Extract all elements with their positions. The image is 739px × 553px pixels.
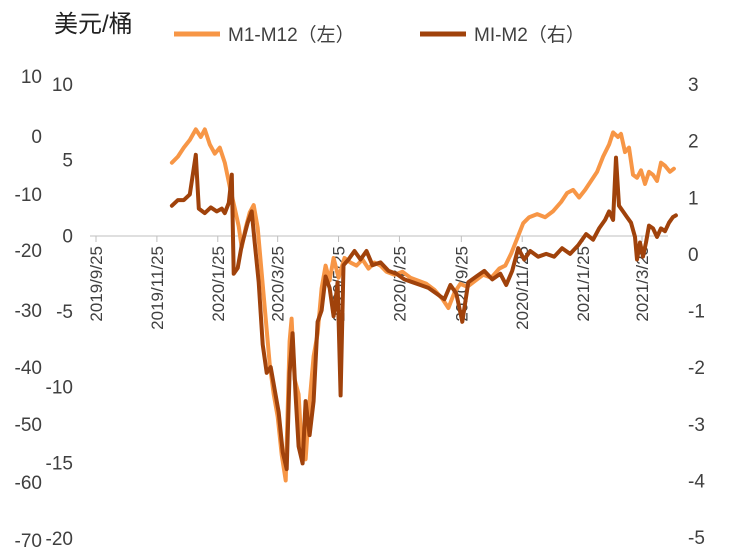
- right-tick-label: -5: [688, 528, 705, 549]
- x-axis: 2019/9/25 2019/11/25 2020/1/25 2020/3/25 202…: [87, 235, 668, 330]
- ghost-axis-labels: 10 0 -10 -20 -30 -40 -50 -60 -70: [15, 67, 42, 552]
- legend-label-mi-m2: MI-M2（右）: [474, 24, 585, 46]
- left-tick-label: -15: [46, 453, 73, 474]
- left-tick-label: 10: [52, 75, 73, 96]
- series-line-mi-m2: [169, 152, 678, 472]
- right-tick-label: -3: [688, 415, 705, 436]
- right-tick-label: -1: [688, 302, 705, 323]
- right-tick-label: -2: [688, 358, 705, 379]
- left-axis: 10 5 0 -5 -10 -15 -20: [46, 75, 73, 550]
- right-tick-label: 3: [688, 75, 699, 96]
- ghost-tick-label: 0: [31, 127, 42, 148]
- left-tick-label: 0: [62, 226, 73, 247]
- x-tick-label: 2020/3/25: [269, 246, 288, 322]
- left-tick-label: -20: [46, 529, 73, 550]
- x-tick-label: 2020/1/25: [209, 246, 228, 322]
- legend-label-m1-m12: M1-M12（左）: [228, 24, 355, 46]
- x-tick-label: 2019/9/25: [87, 246, 106, 322]
- ghost-tick-label: -30: [15, 301, 42, 322]
- series-layer: [169, 127, 678, 483]
- ghost-tick-label: -50: [15, 415, 42, 436]
- x-tick-label: 2021/3/25: [633, 246, 652, 322]
- legend-item-mi-m2: MI-M2（右）: [420, 24, 585, 46]
- right-tick-label: 2: [688, 132, 699, 153]
- ghost-tick-label: -60: [15, 473, 42, 494]
- ghost-tick-label: -20: [15, 241, 42, 262]
- unit-label: 美元/桶: [54, 11, 133, 38]
- x-tick-label: 2019/11/25: [148, 246, 167, 330]
- x-tick-label: 2020/11/25: [513, 246, 532, 330]
- left-tick-label: 5: [62, 151, 73, 172]
- ghost-tick-label: 10: [21, 67, 42, 88]
- ghost-tick-label: -10: [15, 185, 42, 206]
- right-axis: 3 2 1 0 -1 -2 -3 -4 -5: [688, 75, 705, 549]
- left-tick-label: -10: [46, 378, 73, 399]
- legend-item-m1-m12: M1-M12（左）: [174, 24, 355, 46]
- x-tick-label: 2021/1/25: [574, 246, 593, 322]
- ghost-tick-label: -70: [15, 531, 42, 552]
- right-tick-label: -4: [688, 471, 705, 492]
- series-line-m1-m12: [169, 127, 676, 483]
- right-tick-label: 0: [688, 245, 699, 266]
- legend: M1-M12（左） MI-M2（右）: [174, 24, 585, 46]
- x-tick-label: 2020/7/25: [390, 246, 409, 322]
- ghost-tick-label: -40: [15, 358, 42, 379]
- right-tick-label: 1: [688, 188, 699, 209]
- left-tick-label: -5: [56, 302, 73, 323]
